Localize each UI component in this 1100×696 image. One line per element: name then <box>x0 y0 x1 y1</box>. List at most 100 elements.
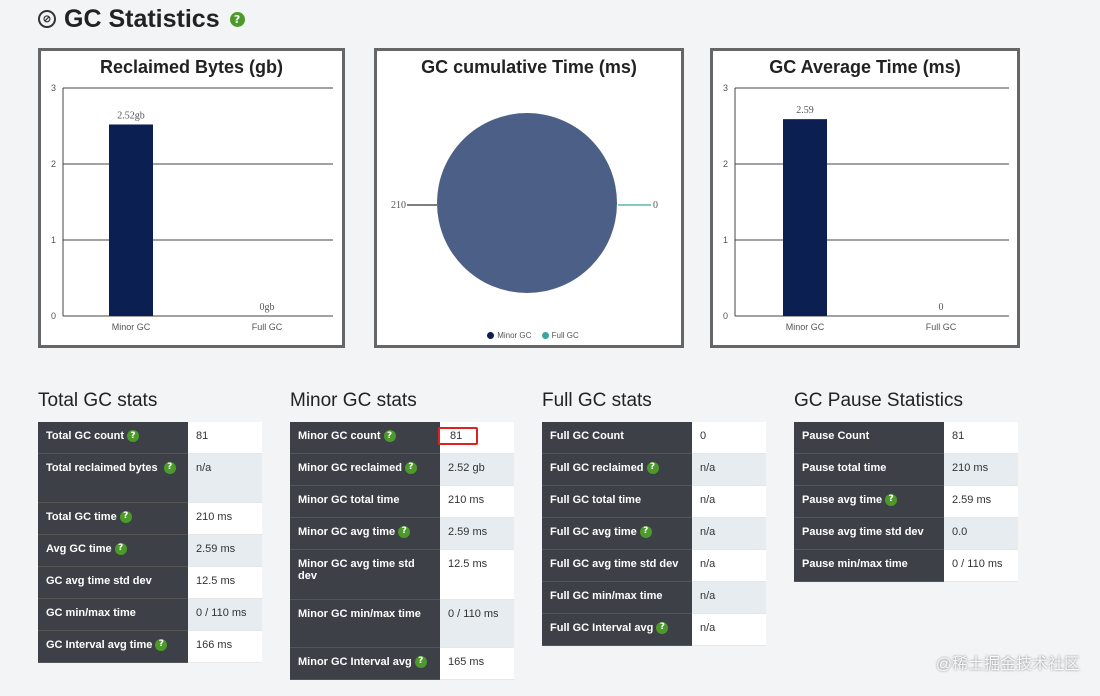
table-row: GC min/max time 0 / 110 ms <box>38 598 262 631</box>
row-key: Avg GC time? <box>38 534 188 567</box>
help-icon[interactable]: ? <box>163 461 176 474</box>
table-row: Minor GC min/max time 0 / 110 ms <box>290 599 514 648</box>
slice-label-full: 0 <box>653 200 658 211</box>
bar-minor-gc[interactable] <box>109 124 153 316</box>
help-icon[interactable]: ? <box>656 621 669 634</box>
table-row: Total reclaimed bytes ? n/a <box>38 453 262 503</box>
bar-label-minor: 2.59 <box>796 105 814 116</box>
gc-average-time-svg: 3 2 1 0 2.59 0 Minor GC Full GC <box>723 83 1009 332</box>
row-value: n/a <box>692 581 766 614</box>
chart-legend: Minor GC Full GC <box>377 331 681 340</box>
help-icon[interactable]: ? <box>404 461 417 474</box>
row-key: GC avg time std dev <box>38 566 188 599</box>
help-icon[interactable]: ? <box>127 430 140 443</box>
help-icon[interactable]: ? <box>114 542 127 555</box>
page-title: GC Statistics <box>64 4 220 33</box>
table-row: Full GC min/max time n/a <box>542 581 766 614</box>
table-row: Avg GC time? 2.59 ms <box>38 534 262 567</box>
gc-stats-icon: ⊘ <box>38 10 56 28</box>
table-row: Pause min/max time 0 / 110 ms <box>794 549 1018 582</box>
row-key: GC min/max time <box>38 598 188 631</box>
row-value: 210 ms <box>440 485 514 518</box>
table-row: GC Interval avg time? 166 ms <box>38 630 262 663</box>
row-value: 0 / 110 ms <box>944 549 1018 582</box>
row-value: 2.52 gb <box>440 453 514 486</box>
row-value: 81 <box>188 422 262 454</box>
table-row: Minor GC avg time std dev 12.5 ms <box>290 549 514 600</box>
bar-label-minor: 2.52gb <box>117 110 145 121</box>
help-icon[interactable]: ? <box>119 510 132 523</box>
legend-label-minor[interactable]: Minor GC <box>497 331 532 340</box>
row-value: 166 ms <box>188 630 262 663</box>
row-value: 2.59 ms <box>188 534 262 567</box>
chart-title: GC Average Time (ms) <box>769 57 961 77</box>
gc-pause-stats-table: Pause Count 81 Pause total time 210 ms P… <box>794 422 1018 582</box>
table-row: Minor GC Interval avg? 165 ms <box>290 647 514 680</box>
row-key: Minor GC Interval avg? <box>290 647 440 680</box>
help-icon[interactable]: ? <box>229 11 245 27</box>
table-row: Pause avg time? 2.59 ms <box>794 485 1018 518</box>
watermark: @稀土掘金技术社区 <box>935 656 1080 673</box>
row-key: Full GC reclaimed? <box>542 453 692 486</box>
category-full-gc: Full GC <box>926 322 957 332</box>
minor-gc-stats-table: Minor GC count? 81 Minor GC reclaimed? 2… <box>290 422 514 680</box>
reclaimed-bytes-svg: 3 2 1 0 2.52gb 0gb Minor GC Full GC <box>51 83 333 332</box>
row-key: Full GC avg time? <box>542 517 692 550</box>
row-value: 210 ms <box>944 453 1018 486</box>
help-icon[interactable]: ? <box>155 638 168 651</box>
table-row: Pause avg time std dev 0.0 <box>794 517 1018 550</box>
row-key: Full GC Count <box>542 422 692 454</box>
row-key: Full GC avg time std dev <box>542 549 692 582</box>
grid-lines <box>62 87 333 317</box>
tick-label-0: 0 <box>723 311 728 321</box>
row-value: 0 <box>692 422 766 454</box>
pie-slice-minor-gc[interactable] <box>437 113 617 293</box>
row-key: Full GC min/max time <box>542 581 692 614</box>
table-row: Minor GC reclaimed? 2.52 gb <box>290 453 514 486</box>
legend-label-full[interactable]: Full GC <box>551 331 579 340</box>
bar-label-full: 0gb <box>260 302 275 313</box>
tick-label-1: 1 <box>51 235 56 245</box>
help-icon[interactable]: ? <box>398 525 411 538</box>
category-minor-gc: Minor GC <box>786 322 825 332</box>
tick-label-0: 0 <box>51 311 56 321</box>
tick-label-3: 3 <box>51 83 56 93</box>
row-key: Pause Count <box>794 422 944 454</box>
help-icon[interactable]: ? <box>639 525 652 538</box>
gc-average-time-chart: 3 2 1 0 2.59 0 Minor GC Full GC GC Avera… <box>710 48 1020 348</box>
row-key: Pause total time <box>794 453 944 486</box>
table-row: Full GC Interval avg? n/a <box>542 613 766 646</box>
row-value: n/a <box>692 517 766 550</box>
row-value: 2.59 ms <box>440 517 514 550</box>
table-row: Pause total time 210 ms <box>794 453 1018 486</box>
table-row: Full GC avg time std dev n/a <box>542 549 766 582</box>
row-key: Total reclaimed bytes ? <box>38 453 188 503</box>
row-value: 0 / 110 ms <box>188 598 262 631</box>
row-value: 165 ms <box>440 647 514 680</box>
table-row: Full GC reclaimed? n/a <box>542 453 766 486</box>
row-value: n/a <box>692 485 766 518</box>
table-row: Pause Count 81 <box>794 422 1018 454</box>
row-value: 81 <box>438 422 514 454</box>
row-value: 210 ms <box>188 502 262 535</box>
table-row: GC avg time std dev 12.5 ms <box>38 566 262 599</box>
help-icon[interactable]: ? <box>885 493 898 506</box>
row-value: 2.59 ms <box>944 485 1018 518</box>
tick-label-2: 2 <box>723 159 728 169</box>
gc-pause-stats-title: GC Pause Statistics <box>794 390 963 411</box>
row-value: 12.5 ms <box>440 549 514 600</box>
row-value: 0 / 110 ms <box>440 599 514 648</box>
row-key: Minor GC min/max time <box>290 599 440 648</box>
help-icon[interactable]: ? <box>383 430 396 443</box>
slice-label-minor: 210 <box>391 200 406 211</box>
table-row: Minor GC count? 81 <box>290 422 514 454</box>
page-header: ⊘ GC Statistics ? <box>38 2 245 36</box>
grid-lines <box>734 87 1009 317</box>
help-icon[interactable]: ? <box>646 461 659 474</box>
help-icon[interactable]: ? <box>414 655 427 668</box>
row-key: Minor GC count? <box>290 422 440 454</box>
category-minor-gc: Minor GC <box>112 322 151 332</box>
bar-minor-gc[interactable] <box>783 119 827 316</box>
row-key: Pause avg time std dev <box>794 517 944 550</box>
full-gc-stats-table: Full GC Count 0 Full GC reclaimed? n/a F… <box>542 422 766 646</box>
